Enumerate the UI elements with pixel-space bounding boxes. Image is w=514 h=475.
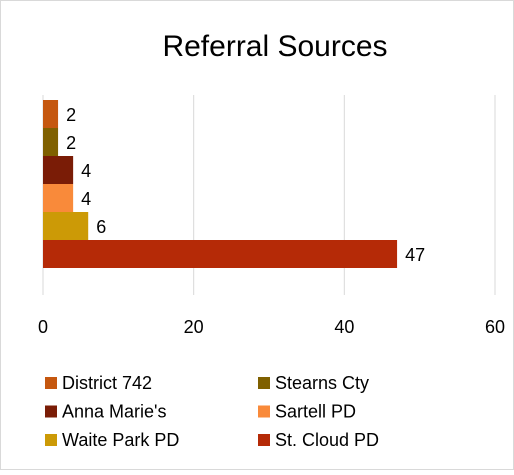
legend-label: District 742: [62, 373, 152, 393]
legend-label: Waite Park PD: [62, 430, 179, 450]
legend-label: St. Cloud PD: [275, 430, 379, 450]
bar: [43, 240, 398, 268]
bar: [43, 128, 59, 156]
bar: [43, 100, 59, 128]
legend-swatch: [45, 434, 57, 446]
bar: [43, 156, 74, 184]
data-label: 6: [96, 217, 106, 237]
legend-label: Anna Marie's: [62, 401, 166, 421]
data-label: 47: [405, 245, 425, 265]
data-label: 4: [81, 189, 91, 209]
legend-swatch: [258, 434, 270, 446]
legend-label: Stearns Cty: [275, 373, 369, 393]
data-label: 4: [81, 161, 91, 181]
data-label: 2: [66, 133, 76, 153]
chart-title: Referral Sources: [162, 30, 387, 63]
legend-swatch: [258, 377, 270, 389]
bar: [43, 184, 74, 212]
x-tick-label: 60: [485, 317, 505, 337]
data-label: 2: [66, 105, 76, 125]
legend-swatch: [45, 377, 57, 389]
x-tick-label: 40: [334, 317, 354, 337]
legend-label: Sartell PD: [275, 401, 356, 421]
bar: [43, 212, 89, 240]
x-tick-label: 0: [38, 317, 48, 337]
legend-swatch: [258, 405, 270, 418]
legend-swatch: [45, 405, 57, 418]
x-tick-label: 20: [184, 317, 204, 337]
